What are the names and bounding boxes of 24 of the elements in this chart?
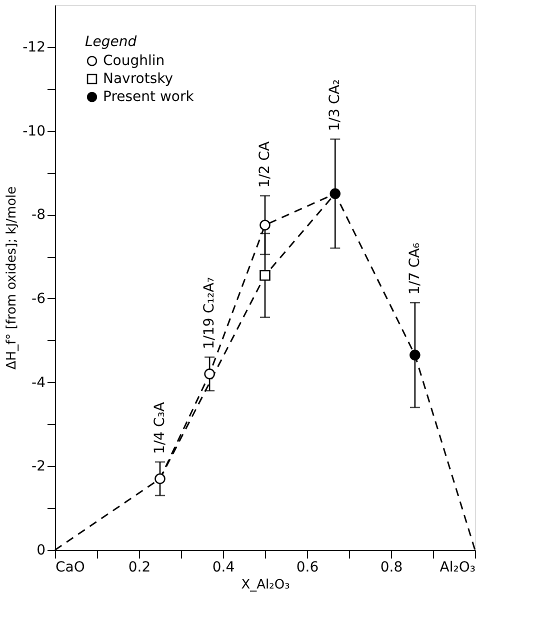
x-tick-label: 0.4 bbox=[212, 560, 235, 576]
x-tick-label: Al₂O₃ bbox=[440, 560, 476, 576]
annotation: 1/7 CA₆ bbox=[406, 242, 423, 295]
x-tick-label: 0.2 bbox=[128, 560, 151, 576]
x-tick-label: 0.6 bbox=[296, 560, 319, 576]
annotation: 1/2 CA bbox=[257, 140, 273, 188]
y-tick-label: -6 bbox=[32, 290, 46, 307]
y-tick-label: 0 bbox=[36, 542, 46, 558]
legend-label: Coughlin bbox=[103, 53, 165, 69]
annotation: 1/4 C₃A bbox=[152, 402, 168, 454]
y-tick-label: -10 bbox=[22, 123, 46, 140]
y-tick-label: -4 bbox=[32, 374, 46, 391]
legend-label: Navrotsky bbox=[103, 71, 174, 87]
legend-label: Present work bbox=[103, 89, 195, 105]
x-axis-title: X_Al₂O₃ bbox=[241, 578, 290, 592]
x-tick-label: CaO bbox=[56, 560, 85, 576]
annotation: 1/19 C₁₂A₇ bbox=[202, 277, 218, 350]
y-tick-label: -12 bbox=[22, 39, 46, 56]
y-tick-label: -8 bbox=[32, 207, 46, 224]
y-tick-label: -2 bbox=[32, 458, 46, 475]
annotation: 1/3 CA₂ bbox=[327, 79, 344, 132]
legend-title: Legend bbox=[85, 34, 137, 50]
y-axis-title: ΔH_f° [from oxides]; kJ/mole bbox=[4, 186, 20, 370]
x-tick-label: 0.8 bbox=[380, 560, 403, 576]
